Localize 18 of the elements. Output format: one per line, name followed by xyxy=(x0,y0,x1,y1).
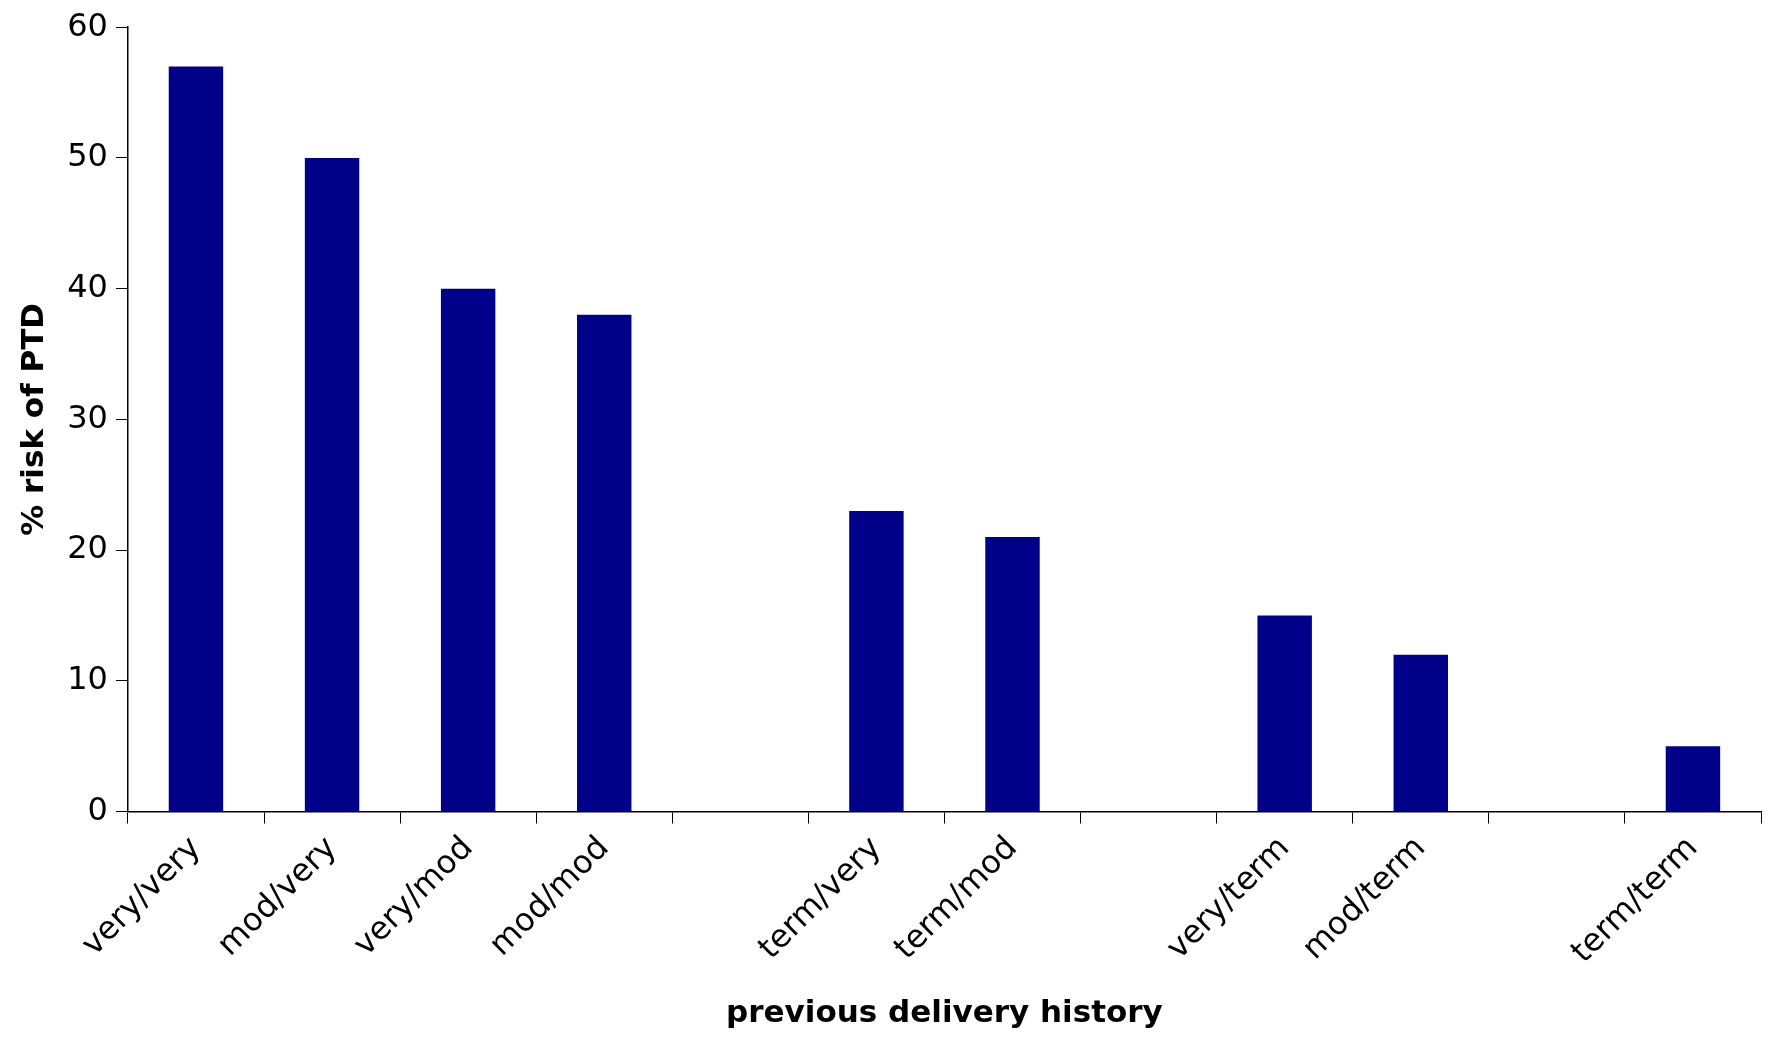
bar xyxy=(1393,654,1448,812)
bar xyxy=(304,157,360,812)
y-tick-label: 60 xyxy=(67,5,108,44)
y-tick-label: 0 xyxy=(87,789,108,828)
bar xyxy=(440,288,496,812)
y-tick-label: 50 xyxy=(67,136,108,175)
bar xyxy=(1665,746,1721,812)
x-axis-title: previous delivery history xyxy=(726,993,1163,1030)
y-tick-label: 20 xyxy=(67,528,108,567)
y-tick-label: 10 xyxy=(67,659,108,698)
y-tick-label: 30 xyxy=(67,397,108,436)
y-tick-label: 40 xyxy=(67,266,108,305)
bar xyxy=(985,537,1040,812)
bar xyxy=(1257,615,1312,812)
bar xyxy=(849,510,904,812)
bar xyxy=(168,66,224,812)
bar xyxy=(577,314,632,812)
y-axis-title: % risk of PTD xyxy=(13,302,50,536)
